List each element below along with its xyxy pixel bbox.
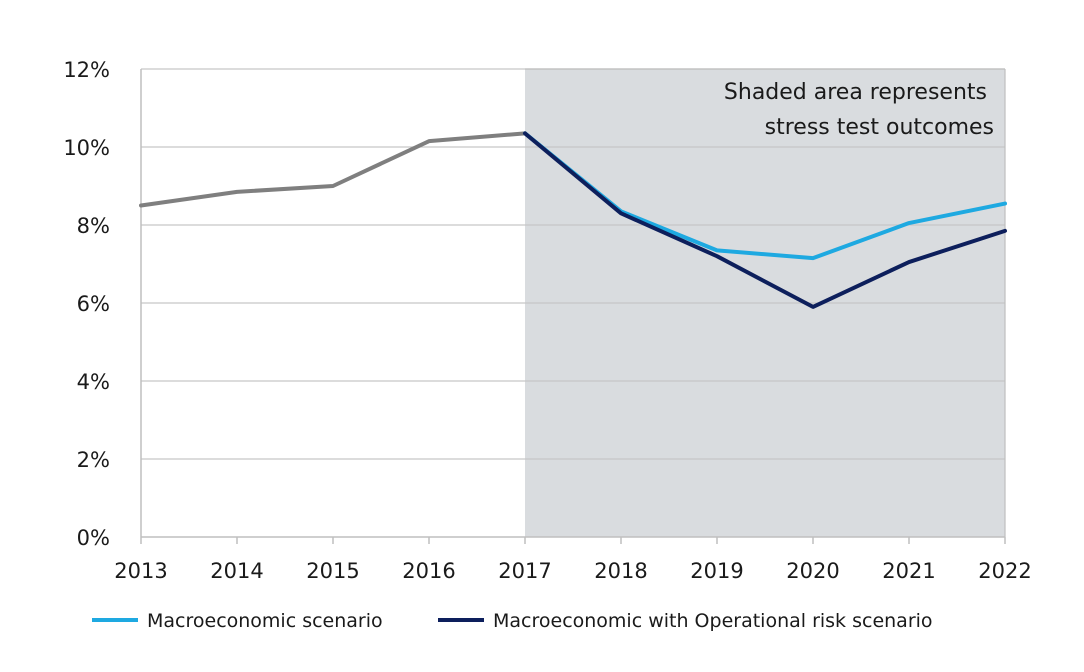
x-tick-label: 2015 bbox=[306, 559, 359, 583]
x-tick-label: 2019 bbox=[690, 559, 743, 583]
tick-labels: 0% 2% 4% 6% 8% 10% 12% 2013 2014 2015 2016 2017 2018… bbox=[63, 58, 1031, 583]
x-tick-label: 2018 bbox=[594, 559, 647, 583]
x-tick-label: 2014 bbox=[210, 559, 263, 583]
y-tick-label: 0% bbox=[77, 526, 110, 550]
y-tick-label: 12% bbox=[63, 58, 110, 82]
operational-risk-scenario-line bbox=[523, 131, 1007, 309]
shaded-area-annotation-line2: stress test outcomes bbox=[765, 115, 994, 140]
legend: Macroeconomic scenario Macroeconomic with… bbox=[92, 610, 933, 632]
x-tick-label: 2020 bbox=[786, 559, 839, 583]
x-tick-label: 2013 bbox=[114, 559, 167, 583]
y-tick-label: 4% bbox=[77, 370, 110, 394]
y-tick-label: 6% bbox=[77, 292, 110, 316]
legend-label-1: Macroeconomic scenario bbox=[147, 610, 383, 632]
y-tick-label: 10% bbox=[63, 136, 110, 160]
legend-label-2: Macroeconomic with Operational risk scen… bbox=[493, 610, 933, 632]
y-tick-label: 8% bbox=[77, 214, 110, 238]
axes bbox=[140, 68, 1006, 544]
x-tick-label: 2016 bbox=[402, 559, 455, 583]
shaded-area-annotation-line1: Shaded area represents bbox=[724, 80, 987, 105]
x-tick-label: 2021 bbox=[882, 559, 935, 583]
series-lines bbox=[139, 131, 1007, 309]
y-tick-label: 2% bbox=[77, 448, 110, 472]
x-tick-label: 2022 bbox=[978, 559, 1031, 583]
x-tick-label: 2017 bbox=[498, 559, 551, 583]
historical-series-line bbox=[139, 131, 527, 208]
